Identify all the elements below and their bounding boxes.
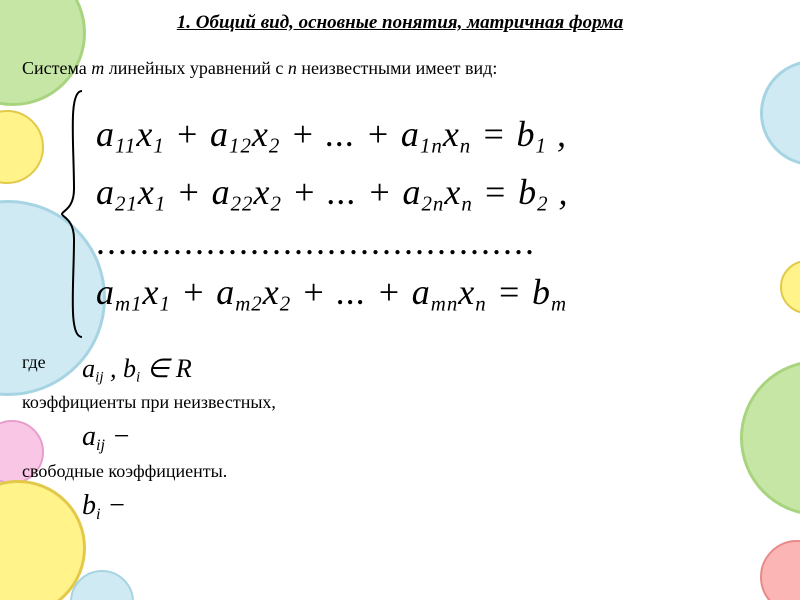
- equation-line: am1x1 + am2x2 + ... + amnxn = bm: [96, 264, 569, 322]
- free-coeff-text: свободные коэффициенты.: [22, 461, 227, 481]
- slide-content: 1. Общий вид, основные понятия, матрична…: [0, 0, 800, 527]
- equation-line: a21x1 + a22x2 + ... + a2nxn = b2 ,: [96, 164, 569, 222]
- system-of-equations: a11x1 + a12x2 + ... + a1nxn = b1 ,a21x1 …: [58, 89, 782, 339]
- intro-sentence: Система m линейных уравнений с n неизвес…: [18, 58, 782, 79]
- equation-lines: a11x1 + a12x2 + ... + a1nxn = b1 ,a21x1 …: [96, 89, 569, 339]
- equation-line: a11x1 + a12x2 + ... + a1nxn = b1 ,: [96, 106, 569, 164]
- intro-mid: линейных уравнений с: [104, 58, 288, 78]
- where-membership: aij , bi ∈ R: [82, 354, 192, 383]
- left-brace-icon: [58, 89, 88, 339]
- intro-pre: Система: [22, 58, 91, 78]
- where-label: где: [22, 349, 46, 376]
- bi-dash: bi −: [82, 490, 126, 521]
- where-block: где aij , bi ∈ R коэффициенты при неизве…: [18, 349, 782, 527]
- equation-line: ........................................: [96, 221, 569, 264]
- intro-post: неизвестными имеет вид:: [297, 58, 497, 78]
- section-title: 1. Общий вид, основные понятия, матрична…: [18, 12, 782, 34]
- bg-circle: [760, 540, 800, 600]
- intro-n: n: [288, 58, 297, 78]
- intro-m: m: [91, 58, 104, 78]
- aij-dash: aij −: [82, 421, 131, 452]
- coeff-text: коэффициенты при неизвестных,: [22, 392, 276, 412]
